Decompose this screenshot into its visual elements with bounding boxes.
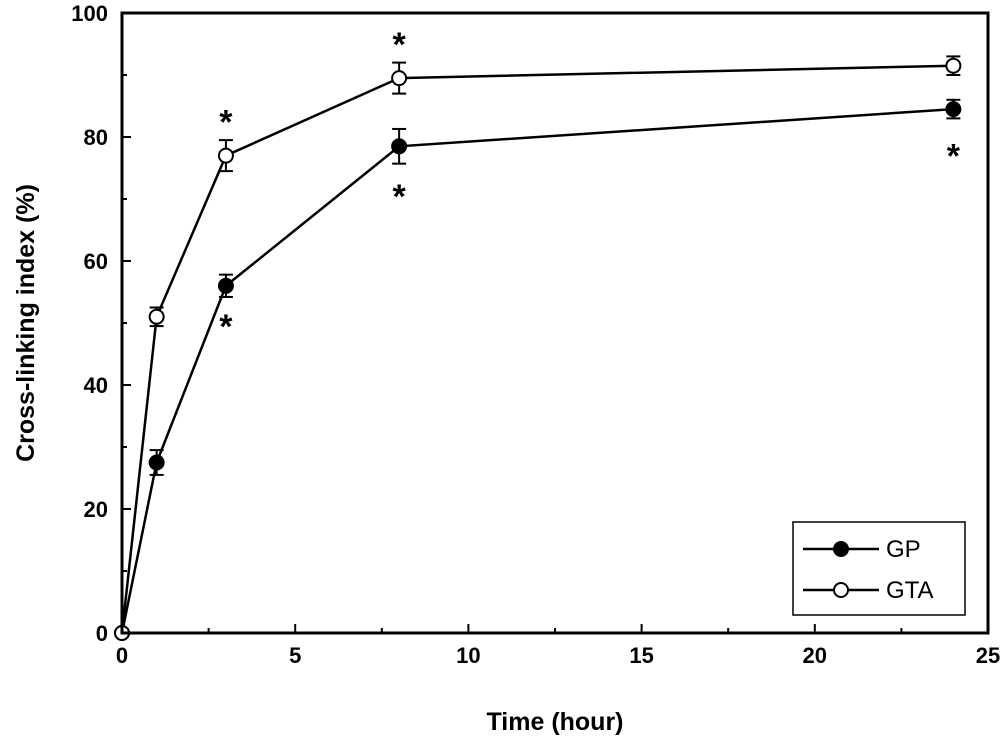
data-point-gp <box>391 138 408 155</box>
y-tick-label: 100 <box>71 1 108 26</box>
x-axis-title: Time (hour) <box>486 708 623 736</box>
data-point-gta <box>391 70 408 87</box>
y-tick-label: 20 <box>84 497 108 522</box>
x-tick-label: 5 <box>289 643 301 668</box>
legend-box <box>792 521 966 616</box>
y-tick-label: 80 <box>84 125 108 150</box>
significance-asterisk: * <box>393 26 407 64</box>
y-axis-title: Cross-linking index (%) <box>12 184 40 462</box>
legend-marker-gp <box>833 541 849 557</box>
y-tick-label: 40 <box>84 373 108 398</box>
data-point-gta <box>217 147 234 164</box>
series-layer <box>114 55 962 641</box>
y-tick-label: 0 <box>96 621 108 646</box>
significance-asterisk: * <box>947 138 961 176</box>
annotation-layer: * * * * * <box>219 26 960 346</box>
x-tick-label: 10 <box>456 643 480 668</box>
x-tick-label: 25 <box>976 643 1000 668</box>
data-point-gta <box>945 57 962 74</box>
significance-asterisk: * <box>219 104 233 142</box>
data-point-gta <box>148 308 165 325</box>
legend-label-gp: GP <box>886 536 921 563</box>
legend-label-gta: GTA <box>886 577 934 604</box>
y-tick-label: 60 <box>84 249 108 274</box>
data-point-gp <box>217 277 234 294</box>
x-tick-label: 15 <box>629 643 653 668</box>
plot-frame <box>120 11 990 635</box>
legend-marker-gta <box>833 582 849 598</box>
significance-asterisk: * <box>393 178 407 216</box>
data-point-gp <box>148 454 165 471</box>
data-point-gp <box>945 101 962 118</box>
significance-asterisk: * <box>219 308 233 346</box>
x-tick-label: 0 <box>116 643 128 668</box>
legend: GP GTA <box>792 521 966 616</box>
x-tick-label: 20 <box>803 643 827 668</box>
